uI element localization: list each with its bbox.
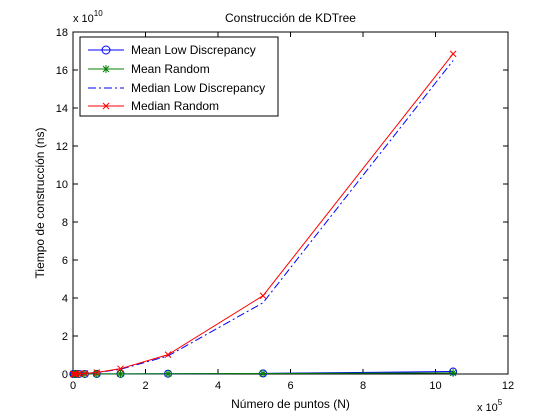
- data-point-median-random: [449, 50, 457, 58]
- legend-entry-mean-low-discrepancy: Mean Low Discrepancy: [88, 43, 256, 57]
- legend-box: [79, 36, 279, 117]
- y-axis-label: Tiempo de construcción (ns): [33, 128, 47, 279]
- x-multiplier-base: x 10: [477, 402, 498, 414]
- data-point-mean-random: [116, 369, 125, 378]
- x-tick-label: 12: [502, 380, 514, 392]
- y-tick-label: 8: [62, 217, 68, 229]
- series-median-random: [70, 50, 457, 378]
- x-tick-label: 6: [287, 380, 293, 392]
- y-tick-label: 12: [56, 141, 68, 153]
- y-multiplier-base: x 10: [73, 13, 94, 25]
- y-tick-label: 2: [62, 331, 68, 343]
- y-tick-label: 14: [56, 103, 68, 115]
- data-point-mean-random: [164, 369, 173, 378]
- x-tick-label: 10: [429, 380, 441, 392]
- data-point-mean-random: [92, 369, 101, 378]
- data-point-mean-random: [259, 369, 268, 378]
- legend-marker-star: [102, 65, 110, 73]
- legend-entry-median-random: Median Random: [88, 99, 219, 113]
- legend-label-median-low-discrepancy: Median Low Discrepancy: [131, 81, 265, 95]
- tick-group: 0 2 4 6 8 10 12 0 2 4 6 8 10 12 14 16 18: [56, 27, 514, 392]
- series-layer: [69, 50, 458, 378]
- x-tick-label: 2: [142, 380, 148, 392]
- legend-marker-x: [102, 102, 110, 110]
- legend: Mean Low Discrepancy Mean Random Median …: [79, 36, 279, 117]
- data-point-median-random: [70, 370, 78, 378]
- data-point-median-random: [117, 365, 124, 373]
- y-tick-label: 16: [56, 65, 68, 77]
- y-multiplier-exponent: 10: [94, 9, 103, 18]
- chart-title: Construcción de KDTree: [225, 11, 356, 25]
- data-point-median-random: [72, 370, 80, 378]
- data-point-median-random: [81, 369, 89, 377]
- legend-entry-mean-random: Mean Random: [88, 62, 210, 76]
- x-multiplier: x 105: [477, 398, 503, 414]
- y-tick-label: 10: [56, 179, 68, 191]
- x-multiplier-exponent: 5: [498, 398, 503, 407]
- legend-marker-circle: [101, 45, 111, 55]
- y-multiplier: x 1010: [73, 9, 103, 25]
- x-axis-label: Número de puntos (N): [231, 397, 350, 411]
- x-tick-label: 8: [360, 380, 366, 392]
- data-point-mean-random: [449, 368, 458, 377]
- legend-entry-median-low-discrepancy: Median Low Discrepancy: [88, 81, 265, 95]
- legend-label-mean-low-discrepancy: Mean Low Discrepancy: [131, 43, 256, 57]
- data-point-median-random: [259, 292, 267, 300]
- data-point-median-random: [164, 351, 172, 358]
- y-tick-label: 4: [62, 293, 68, 305]
- x-tick-label: 4: [215, 380, 221, 392]
- data-point-median-random: [75, 370, 83, 378]
- x-tick-label: 0: [70, 380, 76, 392]
- legend-label-mean-random: Mean Random: [131, 62, 210, 76]
- y-tick-label: 6: [62, 255, 68, 267]
- data-point-median-random: [93, 369, 101, 376]
- y-tick-label: 18: [56, 27, 68, 39]
- y-tick-label: 0: [62, 369, 68, 381]
- legend-label-median-random: Median Random: [131, 99, 219, 113]
